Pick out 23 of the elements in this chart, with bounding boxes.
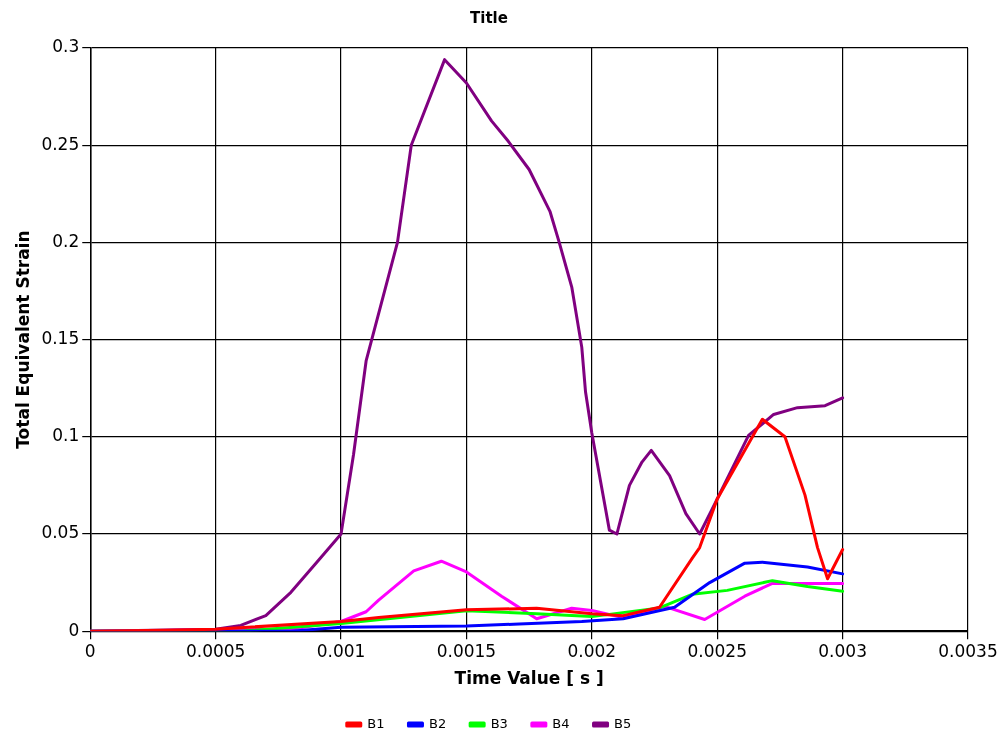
x-tick-label: 0 (84, 640, 96, 661)
x-tick-label: 0.0025 (687, 640, 747, 661)
y-tick-label: 0.1 (52, 425, 80, 446)
y-tick-label: 0 (68, 619, 80, 640)
y-tick-label: 0.2 (52, 230, 80, 251)
y-tick-label: 0.3 (52, 36, 80, 57)
legend-label: B3 (490, 715, 508, 731)
y-tick-label: 0.05 (41, 522, 80, 543)
legend-label: B2 (428, 715, 447, 731)
legend-label: B1 (367, 715, 385, 731)
chart-title: Title (470, 8, 508, 27)
legend-label: B4 (552, 715, 570, 731)
x-tick-label: 0.0035 (938, 640, 998, 661)
x-tick-label: 0.0005 (185, 640, 246, 661)
x-tick-label: 0.002 (567, 640, 617, 661)
y-tick-label: 0.15 (41, 328, 80, 349)
y-tick-label: 0.25 (41, 133, 80, 154)
x-tick-label: 0.003 (818, 640, 867, 661)
y-axis-title: Total Equivalent Strain (12, 230, 33, 449)
x-axis-title: Time Value [ s ] (454, 668, 604, 689)
legend-label: B5 (614, 715, 632, 731)
x-tick-label: 0.001 (316, 640, 366, 661)
x-tick-label: 0.0015 (436, 640, 497, 661)
